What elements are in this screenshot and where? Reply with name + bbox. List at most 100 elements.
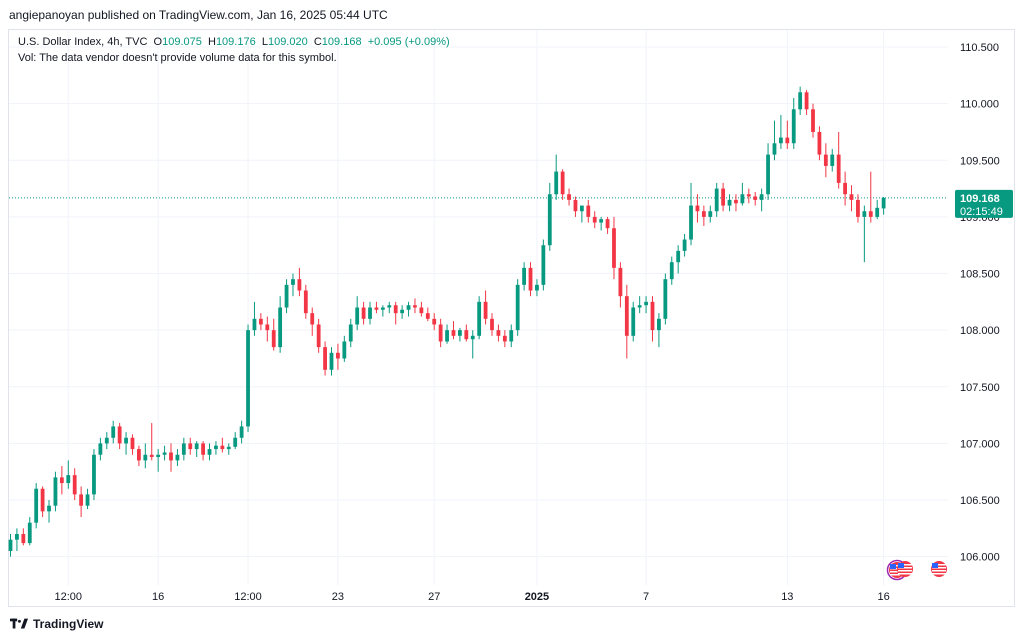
open-label: O: [153, 36, 163, 48]
candle-body: [856, 199, 860, 217]
candle: [406, 301, 411, 317]
candle: [451, 321, 456, 340]
candle: [432, 313, 437, 331]
candle-body: [27, 522, 32, 544]
candle: [708, 205, 713, 223]
candle-body: [464, 330, 469, 340]
candle-body: [676, 250, 681, 263]
candle: [117, 423, 122, 450]
candle-body: [137, 449, 141, 461]
candle: [599, 216, 604, 231]
candle-body: [246, 330, 250, 427]
candle-body: [348, 324, 353, 342]
price-tick-label: 107.000: [960, 438, 1000, 450]
candle-body: [849, 194, 854, 200]
candle: [631, 301, 636, 342]
candle: [618, 262, 623, 308]
candle: [323, 341, 327, 376]
candle: [92, 449, 96, 501]
candle-body: [817, 131, 822, 155]
candle-body: [682, 239, 687, 251]
us-flag-icon: [897, 561, 913, 577]
candle-body: [316, 324, 321, 348]
brand-name: TradingView: [33, 617, 104, 631]
candle: [445, 324, 449, 344]
candle-body: [156, 454, 161, 458]
candle: [823, 143, 828, 178]
flag-stripe: [890, 574, 904, 576]
candle: [579, 205, 584, 223]
candle-body: [477, 301, 482, 336]
candle-body: [175, 454, 180, 461]
candle: [746, 188, 751, 204]
time-tick-label: 23: [332, 591, 344, 603]
candle: [85, 488, 90, 510]
candle-body: [92, 454, 96, 495]
candle: [490, 313, 494, 336]
candle: [265, 316, 270, 342]
candle: [605, 216, 610, 234]
candle-body: [432, 318, 437, 325]
flag-stripe: [932, 570, 946, 572]
candle: [59, 466, 64, 495]
price-tick-label: 106.000: [960, 552, 1000, 564]
candle-body: [169, 452, 173, 461]
candle-body: [875, 207, 880, 217]
candle-body: [220, 445, 225, 450]
candle: [650, 296, 655, 342]
candle: [573, 196, 578, 217]
candle-body: [708, 211, 713, 217]
price-tick-label: 109.500: [960, 155, 1000, 167]
candle: [657, 313, 661, 348]
candle: [98, 437, 103, 461]
candle-body: [310, 313, 315, 325]
candle-body: [496, 330, 501, 336]
candle: [734, 194, 738, 212]
candle: [329, 347, 334, 376]
chart-grid: [9, 30, 948, 585]
candle-body: [515, 284, 520, 331]
candle: [811, 103, 815, 138]
candle-body: [21, 534, 26, 544]
candle: [477, 296, 482, 340]
candle: [721, 182, 726, 212]
candle-body: [830, 154, 835, 166]
time-tick-label: 16: [152, 591, 164, 603]
candle-body: [740, 194, 745, 204]
candle-body: [766, 154, 770, 195]
candle: [201, 441, 205, 461]
candle: [804, 90, 809, 115]
candle-body: [509, 330, 514, 342]
candle: [387, 301, 392, 314]
candle: [637, 296, 642, 314]
candle-body: [265, 324, 270, 331]
candle: [438, 318, 443, 348]
candle: [124, 432, 128, 455]
candle-body: [239, 426, 244, 438]
flag-canton: [898, 563, 904, 568]
flag-stripe: [890, 565, 904, 567]
candle-body: [644, 301, 648, 306]
candle-body: [811, 109, 815, 132]
candle-body: [85, 494, 90, 506]
candle-body: [605, 219, 610, 229]
candle: [348, 318, 353, 348]
candle: [509, 324, 514, 348]
candle: [355, 296, 360, 331]
high-value: 109.176: [215, 36, 256, 48]
candle: [419, 301, 424, 317]
candle-body: [772, 143, 777, 155]
tradingview-logo[interactable]: TradingView: [10, 617, 103, 631]
candle-body: [445, 330, 449, 342]
candle: [47, 500, 51, 523]
candle: [220, 437, 225, 453]
candle-body: [323, 347, 327, 370]
tradingview-icon: [10, 618, 28, 629]
candle: [798, 86, 803, 115]
time-tick-label: 7: [643, 591, 649, 603]
candle: [785, 120, 790, 149]
candle: [278, 296, 283, 353]
candle-body: [785, 137, 790, 144]
publish-caption: angiepanoyan published on TradingView.co…: [9, 8, 388, 22]
